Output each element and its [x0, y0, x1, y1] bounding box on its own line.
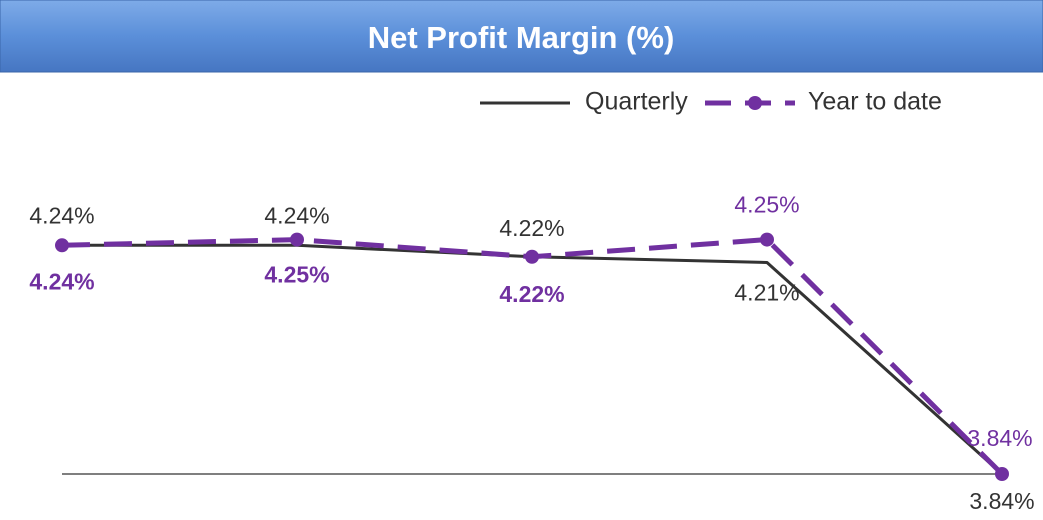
data-label: 4.24%: [29, 202, 94, 228]
point-marker: [55, 238, 69, 253]
series-line: [61, 237, 1004, 476]
title-banner: [0, 0, 1043, 73]
data-label: 4.21%: [734, 280, 799, 306]
point-marker: [995, 467, 1009, 481]
legend-label: Year to date: [808, 88, 942, 116]
data-label: 4.24%: [29, 268, 94, 294]
series-line: [62, 243, 1004, 476]
data-label: 4.24%: [264, 202, 329, 228]
data-label: 3.84%: [967, 425, 1032, 451]
legend-label: Quarterly: [585, 88, 688, 116]
data-label: 4.25%: [264, 262, 329, 288]
data-label: 4.25%: [734, 192, 799, 218]
data-label: 3.84%: [969, 488, 1034, 514]
point-marker: [525, 249, 539, 264]
data-label: 4.22%: [499, 215, 564, 241]
data-label: 4.22%: [499, 281, 564, 307]
point-marker: [760, 232, 774, 247]
legend-marker: [748, 96, 762, 110]
chart-title: Net Profit Margin (%): [368, 20, 675, 55]
point-marker: [290, 232, 304, 247]
